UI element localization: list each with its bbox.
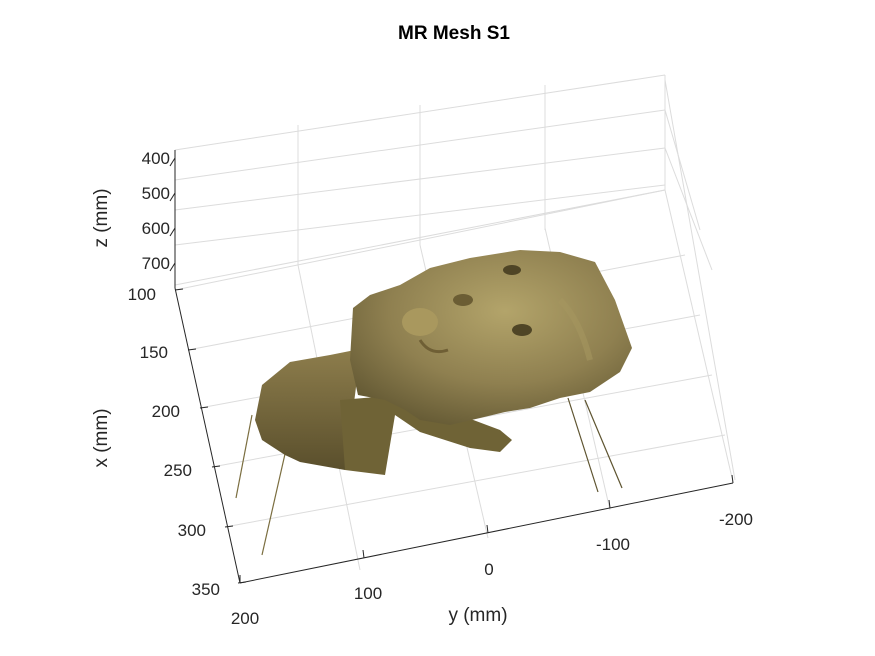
chart-title: MR Mesh S1	[398, 23, 510, 44]
z-tick-label: 500	[142, 184, 170, 203]
x-tick-label: 100	[128, 285, 156, 304]
back-grid	[174, 74, 736, 481]
x-tick-labels: 100 150 200 250 300 350	[128, 285, 220, 599]
x-tick-label: 350	[192, 580, 220, 599]
y-tick-label: 100	[354, 584, 382, 603]
axes-lines	[169, 150, 734, 584]
x-axis-label: x (mm)	[91, 408, 112, 467]
y-tick-label: -200	[719, 510, 753, 529]
z-axis-label: z (mm)	[91, 188, 112, 247]
y-tick-label: -100	[596, 535, 630, 554]
x-tick-label: 250	[164, 461, 192, 480]
y-axis-label: y (mm)	[448, 605, 507, 626]
face-mesh-surface	[235, 250, 632, 556]
z-tick-label: 700	[142, 254, 170, 273]
z-tick-label: 600	[142, 219, 170, 238]
z-tick-labels: 400 500 600 700	[142, 149, 170, 273]
y-tick-label: 0	[484, 560, 493, 579]
x-tick-label: 150	[140, 343, 168, 362]
z-tick-label: 400	[142, 149, 170, 168]
y-tick-labels: 200 100 0 -100 -200	[231, 510, 753, 628]
x-tick-label: 200	[152, 402, 180, 421]
y-tick-label: 200	[231, 609, 259, 628]
x-tick-label: 300	[178, 521, 206, 540]
